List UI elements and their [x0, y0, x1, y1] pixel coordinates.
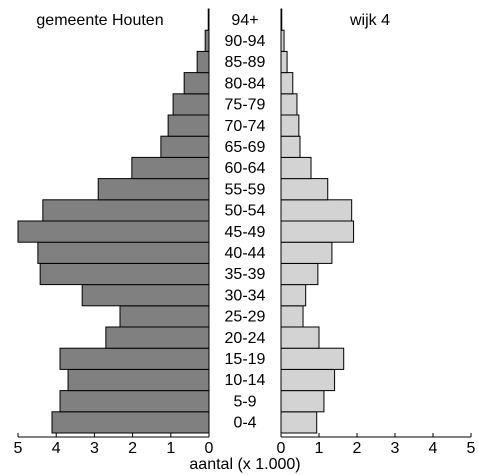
bar-left	[67, 368, 210, 392]
bar-left	[81, 284, 210, 307]
age-label: 0-4	[233, 415, 256, 432]
bar-right	[280, 72, 294, 95]
bar-left	[196, 50, 210, 74]
bar-left	[119, 305, 210, 328]
age-label: 55-59	[225, 181, 266, 198]
bar-right	[280, 305, 304, 328]
series-name-right: wijk 4	[349, 12, 390, 29]
bar-right	[280, 93, 298, 116]
bar-left	[172, 93, 210, 116]
age-label: 85-89	[225, 54, 266, 71]
age-label: 45-49	[225, 224, 266, 241]
bar-right	[280, 262, 319, 286]
age-label: 5-9	[233, 393, 256, 410]
age-label: 25-29	[225, 309, 266, 326]
bar-right	[280, 220, 355, 243]
bar-left	[42, 199, 210, 222]
bar-right	[280, 368, 336, 392]
age-label: 30-34	[225, 287, 266, 304]
bar-left	[131, 156, 210, 180]
bar-right	[280, 199, 353, 222]
bar-right	[280, 156, 312, 180]
x-tick-label-left: 5	[14, 440, 23, 457]
age-label: 94+	[231, 12, 258, 29]
x-axis-label: aantal (x 1.000)	[189, 456, 300, 473]
bar-right	[280, 347, 345, 370]
bar-right	[280, 178, 329, 201]
x-tick-label-left: 0	[205, 440, 214, 457]
bar-left	[59, 347, 210, 370]
x-tick-label-right: 1	[315, 440, 324, 457]
bar-right	[280, 135, 301, 158]
x-tick-label-right: 2	[353, 440, 362, 457]
bar-left	[39, 262, 210, 286]
age-label: 40-44	[225, 245, 266, 262]
age-label: 35-39	[225, 266, 266, 283]
bar-left	[204, 29, 210, 52]
bar-left	[17, 220, 210, 243]
bar-left	[97, 178, 210, 201]
bar-right	[280, 284, 307, 307]
series-name-left: gemeente Houten	[36, 12, 163, 29]
bar-left	[51, 411, 210, 434]
bar-right	[280, 114, 300, 137]
bar-right	[280, 411, 318, 434]
age-label: 90-94	[225, 33, 266, 50]
bar-right	[280, 390, 325, 413]
age-label: 20-24	[225, 330, 266, 347]
age-label: 70-74	[225, 118, 266, 135]
bar-left	[160, 135, 210, 158]
bar-right	[280, 50, 288, 74]
x-tick-label-right: 3	[391, 440, 400, 457]
age-label: 10-14	[225, 372, 266, 389]
age-label: 50-54	[225, 203, 266, 220]
age-label: 75-79	[225, 97, 266, 114]
bar-left	[105, 326, 210, 349]
age-label: 65-69	[225, 139, 266, 156]
x-tick-label-right: 4	[429, 440, 438, 457]
bar-left	[59, 390, 210, 413]
x-tick-label-left: 2	[128, 440, 137, 457]
age-label: 15-19	[225, 351, 266, 368]
bar-left	[167, 114, 210, 137]
bar-left	[183, 72, 210, 95]
x-tick-label-left: 1	[166, 440, 175, 457]
bar-right	[280, 326, 320, 349]
age-label: 80-84	[225, 75, 266, 92]
bar-right	[280, 241, 333, 264]
x-tick-label-left: 4	[52, 440, 61, 457]
x-tick-label-left: 3	[90, 440, 99, 457]
x-tick-label-right: 5	[467, 440, 476, 457]
bar-left	[37, 241, 210, 264]
x-tick-label-right: 0	[277, 440, 286, 457]
age-label: 60-64	[225, 160, 266, 177]
